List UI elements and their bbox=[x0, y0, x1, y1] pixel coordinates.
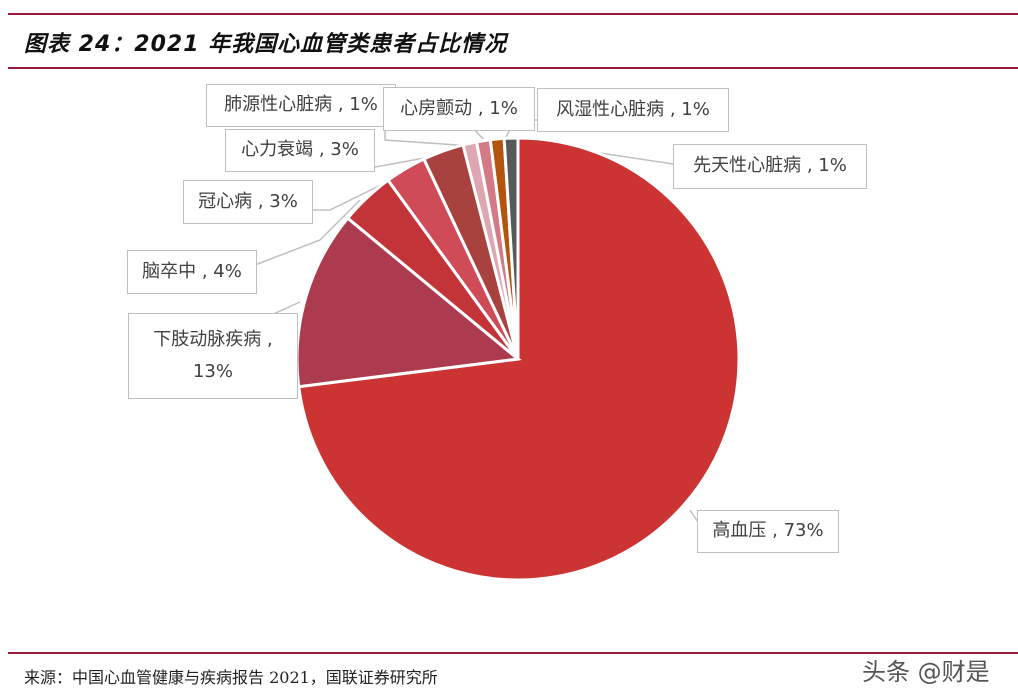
label-text: 13% bbox=[192, 361, 233, 382]
chart-title: 图表 24：2021 年我国心血管类患者占比情况 bbox=[24, 32, 508, 57]
footer-rule bbox=[8, 652, 1018, 654]
label-rheumatic-heart: 风湿性心脏病 , 1% bbox=[537, 88, 729, 132]
label-text: 冠心病 , 3% bbox=[198, 190, 298, 212]
source-note: 来源：中国心血管健康与疾病报告 2021，国联证券研究所 bbox=[24, 668, 438, 687]
label-text: 肺源性心脏病 , 1% bbox=[224, 94, 378, 116]
label-pulmonary-heart: 肺源性心脏病 , 1% bbox=[206, 84, 396, 127]
label-heart-failure: 心力衰竭 , 3% bbox=[225, 129, 375, 172]
label-text: 先天性心脏病 , 1% bbox=[693, 155, 847, 177]
pie-slices bbox=[295, 136, 741, 582]
label-text: 心力衰竭 , 3% bbox=[241, 139, 359, 161]
label-hypertension: 高血压 , 73% bbox=[697, 510, 839, 553]
label-coronary: 冠心病 , 3% bbox=[183, 180, 313, 224]
label-text: 下肢动脉疾病 , bbox=[153, 328, 273, 350]
label-stroke: 脑卒中 , 4% bbox=[127, 250, 257, 294]
top-rule bbox=[8, 13, 1018, 15]
label-congenital-heart: 先天性心脏病 , 1% bbox=[673, 144, 867, 189]
title-rule bbox=[8, 67, 1018, 69]
label-text: 风湿性心脏病 , 1% bbox=[556, 98, 710, 120]
pie-chart bbox=[225, 119, 741, 582]
label-text: 高血压 , 73% bbox=[712, 520, 824, 542]
watermark: 头条 @财是 bbox=[862, 658, 990, 686]
label-text: 脑卒中 , 4% bbox=[142, 260, 242, 282]
label-text: 心房颤动 , 1% bbox=[400, 97, 518, 119]
label-lower-limb-artery: 下肢动脉疾病 , 13% bbox=[128, 313, 298, 399]
label-atrial-fibrillation: 心房颤动 , 1% bbox=[383, 87, 535, 131]
pie-slice bbox=[502, 136, 520, 360]
